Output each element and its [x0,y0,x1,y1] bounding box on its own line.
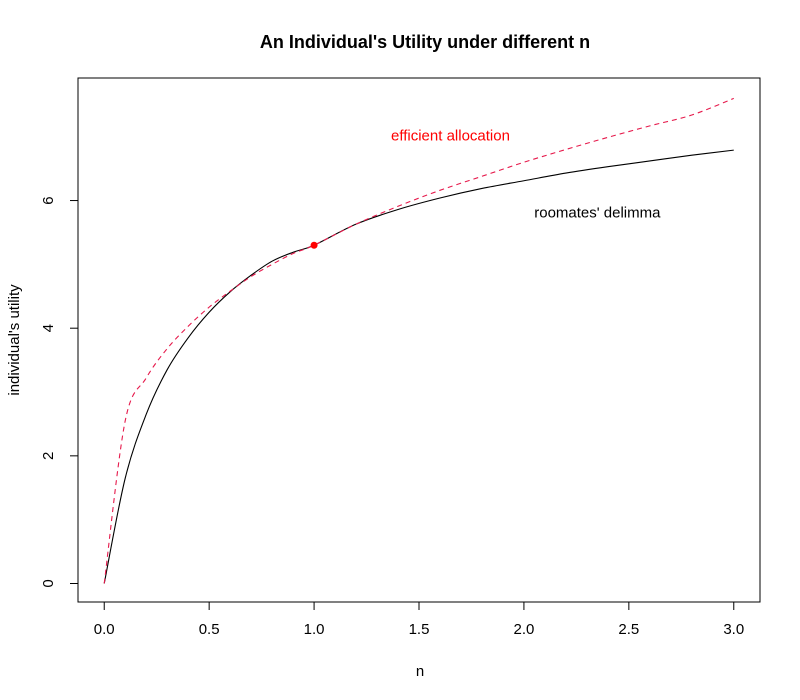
x-tick-label: 0.5 [199,621,220,638]
x-tick-label: 3.0 [723,621,744,638]
y-tick-label: 4 [40,324,57,332]
series-line-efficient-allocation [103,97,734,584]
intersection-point [310,241,318,249]
x-axis: 0.0 0.5 1.0 1.5 2.0 2.5 3.0 [94,601,744,638]
point-layer [310,241,318,249]
y-tick-label: 0 [40,579,57,587]
y-axis: 0 2 4 6 [40,196,79,588]
x-tick-label: 0.0 [94,621,115,638]
y-tick-label: 6 [40,196,57,204]
x-tick-label: 2.0 [513,621,534,638]
y-axis-label: individual's utility [6,284,23,396]
x-axis-label: n [416,663,424,680]
annotation-roomates-delimma: roomates' delimma [534,204,661,221]
plot-frame [77,77,761,603]
series-layer [103,97,734,584]
x-tick-label: 2.5 [618,621,639,638]
y-tick-label: 2 [40,452,57,460]
x-tick-label: 1.0 [304,621,325,638]
chart-title: An Individual's Utility under different … [260,32,590,52]
annotation-efficient-allocation: efficient allocation [391,128,510,145]
x-tick-label: 1.5 [409,621,430,638]
annotation-layer: efficient allocation roomates' delimma [391,128,661,222]
